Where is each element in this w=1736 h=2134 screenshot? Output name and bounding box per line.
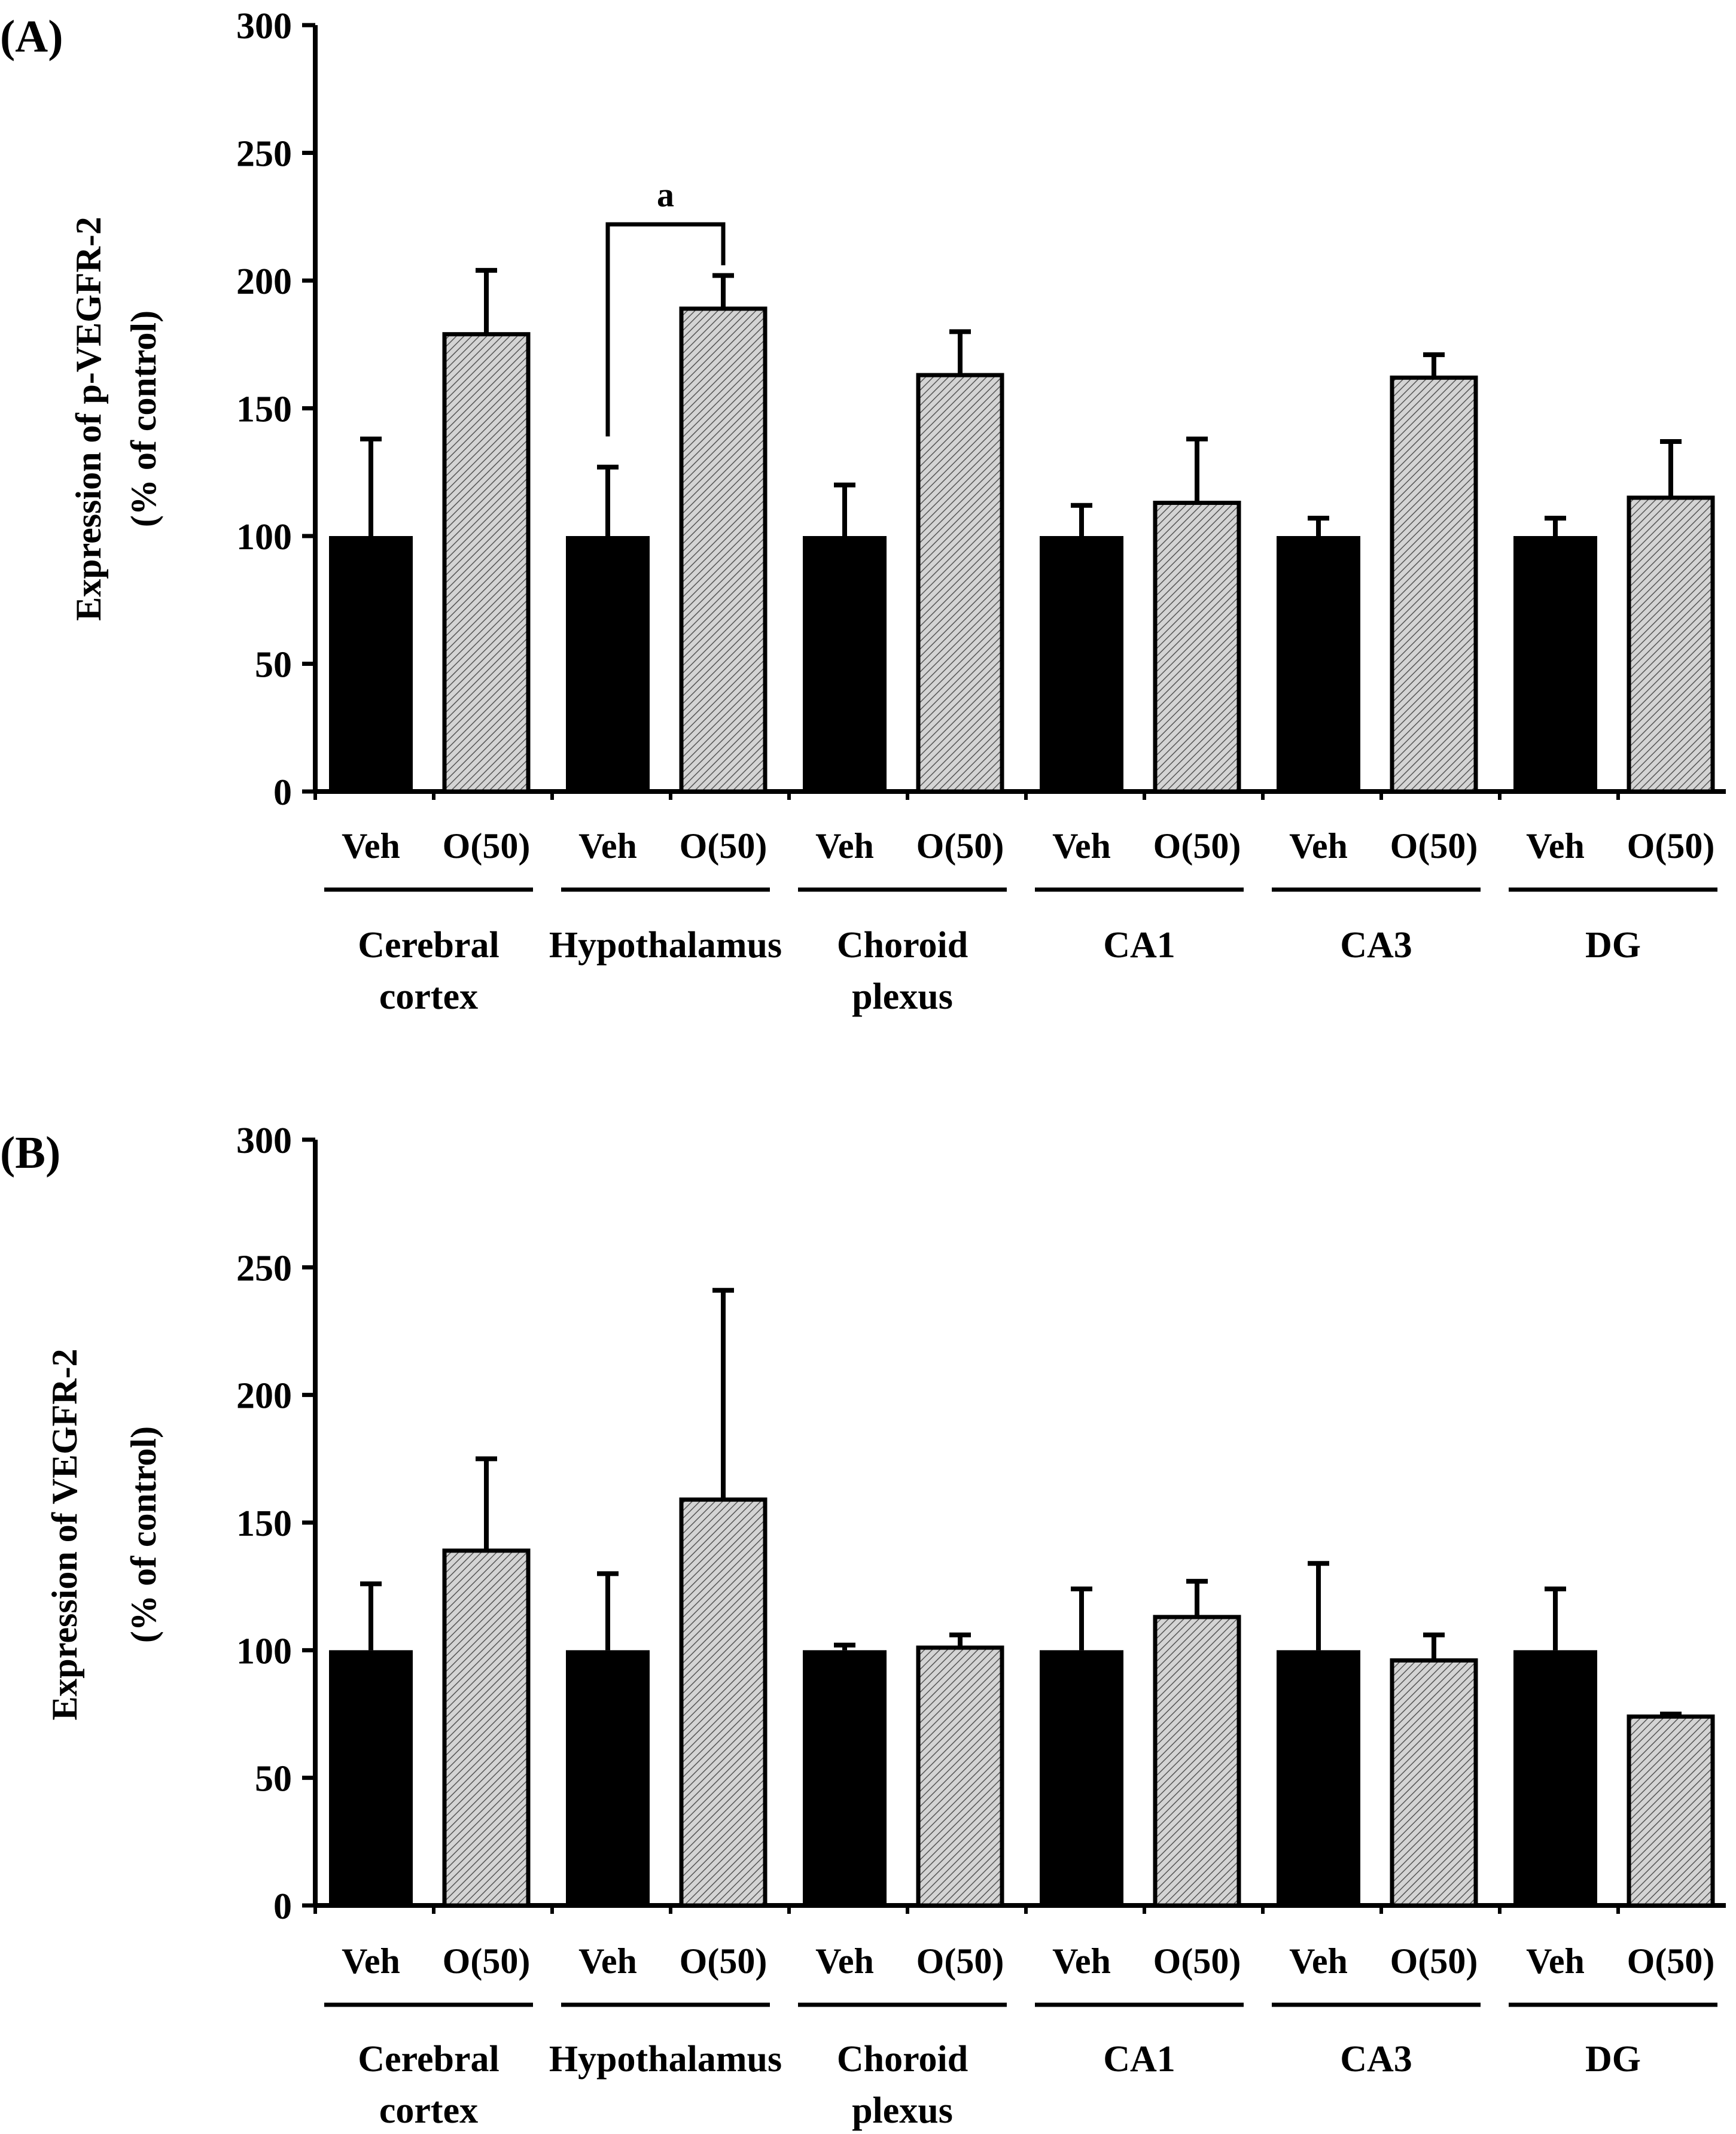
- bar-veh: [803, 1650, 887, 1905]
- bar-label: Veh: [1289, 1941, 1348, 1981]
- y-axis-title: Expression of VEGFR-2: [45, 1348, 84, 1720]
- y-tick-label: 200: [236, 1376, 292, 1417]
- bar-label: O(50): [443, 1941, 531, 1981]
- group-label: plexus: [852, 2090, 953, 2131]
- bar-label: Veh: [815, 1941, 874, 1981]
- group-label: Cerebral: [358, 925, 499, 966]
- y-tick-label: 300: [236, 6, 292, 47]
- y-tick-label: 100: [236, 1631, 292, 1672]
- y-tick-label: 300: [236, 1121, 292, 1161]
- group-label: CA1: [1103, 925, 1175, 966]
- group-label: Cerebral: [358, 2039, 499, 2080]
- bar-label: Veh: [578, 826, 637, 866]
- y-axis-subtitle: (% of control): [124, 1426, 163, 1643]
- bar-o50: [1627, 1714, 1715, 1908]
- bar-label: O(50): [680, 1941, 768, 1981]
- group-label: Hypothalamus: [549, 2039, 782, 2080]
- bar-o50: [679, 1497, 768, 1908]
- bar-veh: [1040, 1650, 1123, 1905]
- bar-veh: [1277, 536, 1360, 792]
- bar-label: O(50): [1627, 826, 1715, 866]
- bar-veh: [329, 1650, 413, 1905]
- significance-bracket-icon: [605, 222, 726, 437]
- bar-o50: [1390, 1658, 1478, 1908]
- bar-o50: [1153, 1615, 1241, 1908]
- bar-label: O(50): [680, 826, 768, 866]
- bar-label: O(50): [1153, 1941, 1241, 1981]
- y-tick-label: 150: [236, 1503, 292, 1544]
- bar-label: Veh: [1052, 1941, 1111, 1981]
- group-label: CA1: [1103, 2039, 1175, 2080]
- bar-label: O(50): [1390, 826, 1478, 866]
- group-label: CA3: [1340, 925, 1412, 966]
- group-label: Hypothalamus: [549, 925, 782, 966]
- group-label: CA3: [1340, 2039, 1412, 2080]
- bar-veh: [803, 536, 887, 792]
- bar-label: O(50): [443, 826, 531, 866]
- bar-veh: [1513, 536, 1597, 792]
- bar-label: Veh: [1289, 826, 1348, 866]
- group-label: DG: [1585, 925, 1641, 966]
- significance-label: a: [657, 175, 674, 214]
- bar-veh: [566, 1650, 650, 1905]
- bar-o50: [916, 1645, 1004, 1908]
- bar-o50: [442, 1548, 531, 1908]
- y-tick-label: 0: [273, 772, 292, 813]
- bar-o50: [1627, 495, 1715, 794]
- bar-veh: [1513, 1650, 1597, 1905]
- bar-o50: [916, 373, 1004, 794]
- y-tick-label: 0: [273, 1886, 292, 1927]
- y-tick-label: 50: [255, 1759, 292, 1800]
- panel-b-label: (B): [0, 1128, 60, 1178]
- bar-label: Veh: [1526, 826, 1585, 866]
- bar-label: Veh: [578, 1941, 637, 1981]
- bar-o50: [442, 332, 531, 794]
- panel-a-label: (A): [0, 11, 63, 62]
- y-tick-label: 100: [236, 517, 292, 558]
- bar-veh: [1277, 1650, 1360, 1905]
- bar-o50: [1153, 500, 1241, 794]
- bar-label: Veh: [342, 1941, 400, 1981]
- bar-veh: [329, 536, 413, 792]
- bar-label: Veh: [342, 826, 400, 866]
- y-tick-label: 250: [236, 134, 292, 175]
- group-label: cortex: [379, 2090, 478, 2131]
- y-tick-label: 250: [236, 1248, 292, 1289]
- bar-veh: [1040, 536, 1123, 792]
- panel-a-chart: (A) Expression of p-VEGFR-2 (% of control…: [0, 6, 1726, 1017]
- y-axis-title: Expression of p-VEGFR-2: [69, 217, 108, 621]
- bar-label: O(50): [916, 1941, 1004, 1981]
- panel-b-chart: (B) Expression of VEGFR-2 (% of control) 0…: [0, 1121, 1726, 2131]
- bar-label: O(50): [1627, 1941, 1715, 1981]
- group-label: Choroid: [837, 2039, 968, 2080]
- bar-label: O(50): [916, 826, 1004, 866]
- group-label: DG: [1585, 2039, 1641, 2080]
- bar-label: Veh: [1526, 1941, 1585, 1981]
- bar-label: Veh: [1052, 826, 1111, 866]
- y-tick-label: 150: [236, 389, 292, 430]
- y-tick-label: 50: [255, 645, 292, 686]
- group-label: Choroid: [837, 925, 968, 966]
- y-axis-subtitle: (% of control): [124, 310, 163, 527]
- y-tick-label: 200: [236, 261, 292, 302]
- bar-label: O(50): [1390, 1941, 1478, 1981]
- group-label: cortex: [379, 976, 478, 1017]
- bar-label: Veh: [815, 826, 874, 866]
- bar-label: O(50): [1153, 826, 1241, 866]
- bar-o50: [679, 306, 768, 794]
- bar-o50: [1390, 375, 1478, 794]
- bar-veh: [566, 536, 650, 792]
- group-label: plexus: [852, 976, 953, 1017]
